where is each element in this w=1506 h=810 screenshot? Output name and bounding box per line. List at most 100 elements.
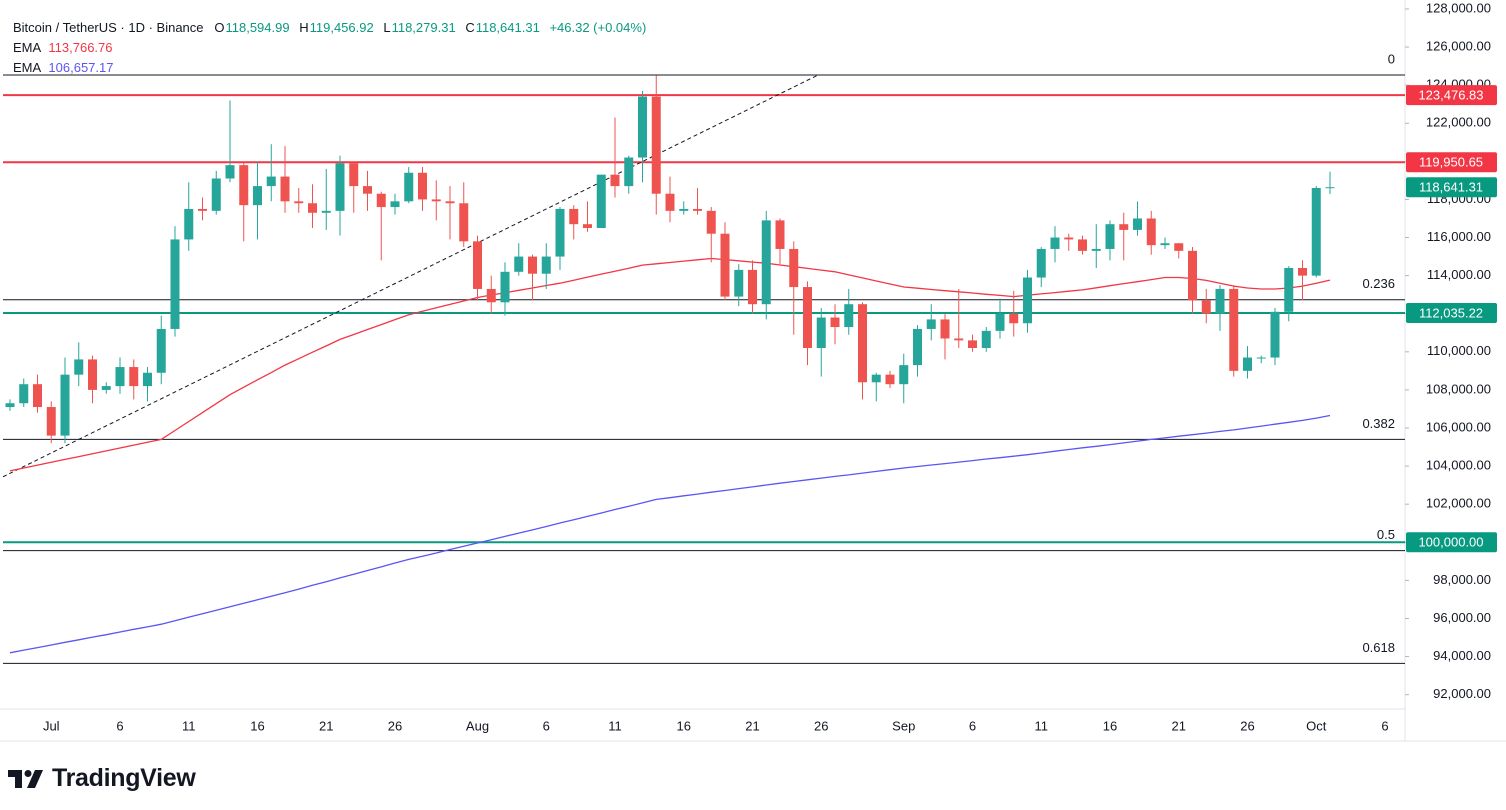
y-tick-label: 104,000.00 [1426,458,1491,473]
change: +46.32 (+0.04%) [549,20,647,35]
candle-body [404,172,414,202]
price-tag-label: 112,035.22 [1419,305,1483,320]
y-tick-label: 94,000.00 [1433,648,1491,663]
x-tick-label: 21 [745,718,759,733]
fib-label: 0 [1388,51,1395,66]
y-tick-label: 98,000.00 [1433,572,1491,587]
candle-body [596,174,606,228]
ema-name: EMA [13,40,42,55]
symbol: Bitcoin / TetherUS · 1D · Binance [13,20,204,35]
candle-body [294,201,304,204]
low-value: 118,279.31 [391,20,456,35]
candle-body [1284,268,1294,312]
price-tag [1406,85,1497,106]
candle-body [981,330,991,348]
candle-body [88,359,97,390]
price-tag-label: 123,476.83 [1418,88,1483,103]
candle-body [46,407,56,436]
candle-body [1298,268,1307,276]
candle-body [1201,300,1211,314]
x-tick-label: Oct [1306,718,1327,733]
candle-body [954,338,964,341]
candle-body [129,367,139,387]
candle-body [624,157,634,187]
candle-body [1078,239,1087,251]
y-tick-label: 108,000.00 [1426,381,1491,396]
candle-body [74,359,84,375]
x-tick-label: 26 [814,718,828,733]
candle-body [844,304,854,328]
x-tick-label: 11 [182,718,196,733]
candle-body [926,319,936,329]
candle-body [459,203,469,242]
candle-body [1036,248,1046,278]
candle-body [308,203,317,213]
open-value: 118,594.99 [225,20,290,35]
candle-body [253,186,262,206]
candle-body [1215,288,1225,314]
candle-body [514,256,524,272]
y-tick-label: 122,000.00 [1426,115,1491,130]
candle-body [115,367,125,387]
x-tick-label: Jul [43,718,60,733]
candle-body [1146,218,1156,246]
brand: TradingView [8,764,196,793]
candle-body [1311,188,1321,276]
candle-body [528,256,537,274]
y-tick-label: 116,000.00 [1427,229,1491,244]
candle-body [665,193,675,211]
candle-body [156,328,166,373]
candle-body [500,271,510,303]
ema-value: 106,657.17 [48,60,114,75]
candle-body [871,374,881,383]
candle-body [1325,187,1335,189]
x-tick-label: Sep [892,718,915,733]
y-tick-label: 106,000.00 [1426,419,1491,434]
candle-body [1160,243,1170,246]
price-tag [1406,532,1497,553]
x-tick-label: 6 [116,718,123,733]
x-tick-label: 6 [1381,718,1388,733]
candle-body [1270,311,1280,358]
candle-body [940,319,950,339]
candle-body [60,374,70,436]
candle-body [693,208,702,211]
candle-body [376,193,386,208]
candle-body [431,199,441,202]
candle-body [541,256,551,274]
brand-logo [8,769,43,788]
candle-body [789,248,799,288]
candle-body [899,365,909,385]
candle-body [280,176,290,202]
close-value: 118,641.31 [475,20,540,35]
candle-body [569,208,579,225]
candle-body [1064,237,1074,240]
candle-body [1256,357,1266,359]
candle-body [321,210,331,213]
x-tick-label: 6 [543,718,550,733]
ema-value: 113,766.76 [48,40,113,55]
candle-body [1188,250,1197,301]
y-tick-label: 114,000.00 [1427,267,1491,282]
price-tag [1406,177,1497,198]
candle-body [1133,218,1142,230]
candle-body [748,269,757,305]
symbol-row: Bitcoin / TetherUS · 1D · Binance O118,5… [13,18,652,38]
candle-body [170,239,180,329]
candle-body [651,96,661,194]
candle-body [1229,288,1239,371]
candle-body [473,241,482,289]
candle-body [1105,224,1115,249]
candle-body [198,208,207,211]
fib-label: 0.5 [1377,527,1395,542]
high-label: H [299,20,309,35]
brand-name: TradingView [52,764,196,792]
x-tick-label: 26 [1240,718,1254,733]
candle-body [266,176,276,187]
candle-body [1050,237,1060,249]
candle-body [816,317,826,348]
candle-body [5,403,15,408]
candle-body [761,220,771,305]
candle-body [363,186,372,194]
